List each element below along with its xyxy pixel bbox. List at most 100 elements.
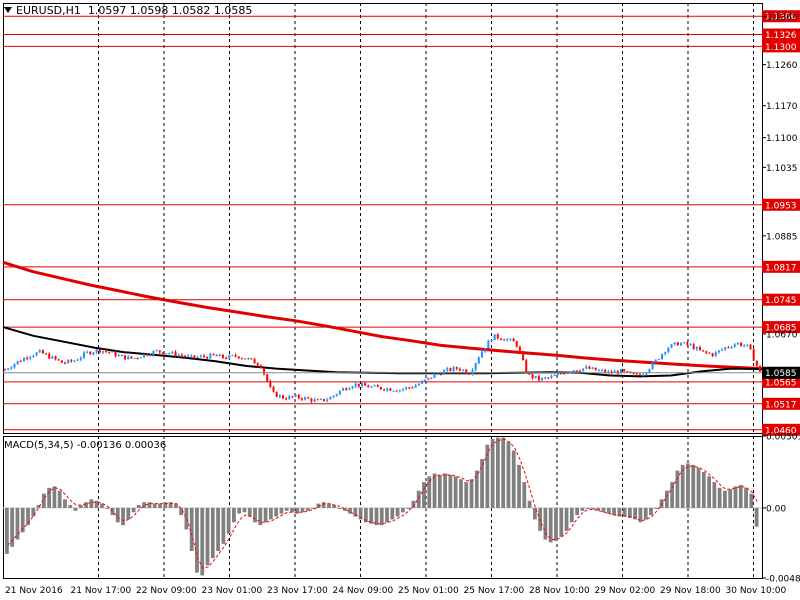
macd-histogram-bar (411, 500, 416, 508)
x-tick-label: 25 Nov 01:00 (398, 586, 459, 596)
candle-bull (199, 355, 202, 357)
macd-histogram-bar (311, 507, 316, 509)
macd-histogram-bar (78, 505, 83, 508)
candle-bull (10, 367, 13, 369)
macd-histogram-bar (664, 490, 669, 508)
candle-bear (212, 353, 215, 356)
chart-header: EURUSD,H1 1.0597 1.0598 1.0582 1.0585 (4, 4, 252, 17)
candle-bull (420, 381, 423, 384)
candle-bull (689, 344, 692, 346)
candle-bear (389, 388, 392, 391)
candle-bull (582, 368, 585, 371)
macd-histogram-bar (559, 507, 564, 537)
macd-histogram-bar (728, 489, 733, 508)
candle-bear (588, 366, 591, 369)
price-level-tag (762, 10, 800, 23)
macd-histogram-bar (569, 507, 574, 523)
candle-bear (383, 389, 386, 391)
candle-bull (585, 366, 588, 369)
candle-bull (446, 368, 449, 371)
candle-bear (635, 373, 638, 375)
macd-histogram-bar (295, 507, 300, 514)
macd-histogram-bar (628, 507, 632, 518)
candle-bear (114, 351, 117, 357)
macd-histogram-bar (701, 472, 706, 508)
candle-bull (76, 359, 79, 361)
candle-bear (57, 359, 60, 361)
candle-bear (604, 370, 607, 373)
macd-histogram-bar (221, 507, 226, 544)
macd-histogram-bar (659, 499, 664, 508)
macd-histogram-bar (649, 507, 653, 516)
candle-bear (158, 350, 161, 353)
candle-bear (439, 373, 442, 375)
candle-bull (133, 358, 136, 360)
candle-bull (149, 355, 152, 357)
candle-bull (477, 357, 480, 364)
chevron-down-icon[interactable] (4, 7, 12, 13)
candle-bull (335, 394, 338, 396)
candle-bear (702, 350, 705, 352)
macd-histogram-bar (437, 474, 442, 508)
candle-bear (146, 354, 149, 356)
candle-bull (155, 350, 158, 352)
candle-bull (38, 350, 41, 353)
macd-histogram-bar (400, 507, 405, 513)
candle-bull (661, 354, 664, 359)
candle-bear (749, 344, 752, 350)
candle-bear (206, 356, 209, 359)
macd-histogram-bar (316, 503, 321, 508)
candle-bear (547, 377, 550, 379)
candle-bull (177, 354, 180, 356)
candle-bull (654, 359, 657, 363)
candle-bull (332, 395, 335, 398)
macd-histogram-bar (158, 503, 162, 508)
candle-bull (392, 390, 395, 392)
candle-bear (411, 387, 414, 389)
macd-histogram-bar (448, 474, 453, 508)
candle-bull (667, 347, 670, 353)
candle-bear (244, 358, 247, 360)
macd-histogram-bar (358, 507, 363, 520)
candle-bull (95, 349, 98, 353)
candle-bear (263, 367, 266, 375)
macd-histogram-bar (379, 507, 384, 526)
candle-bear (281, 395, 284, 399)
candle-bull (101, 351, 104, 353)
macd-histogram-bar (432, 473, 437, 508)
macd-signal-line (7, 438, 758, 569)
current-price-tag (762, 366, 800, 379)
macd-histogram-bar (274, 507, 279, 517)
candle-bull (231, 355, 234, 357)
macd-histogram-bar (89, 499, 94, 508)
x-tick-label: 24 Nov 09:00 (333, 586, 394, 596)
candle-bull (165, 353, 168, 355)
macd-histogram-bar (564, 507, 569, 531)
x-tick-label: 21 Nov 17:00 (71, 586, 132, 596)
candle-bear (60, 360, 63, 363)
candle-bear (559, 373, 562, 375)
price-level-tag (762, 260, 800, 273)
candle-bear (708, 352, 711, 354)
candle-bear (376, 385, 379, 388)
candle-bull (657, 358, 660, 360)
candle-bull (730, 346, 733, 348)
macd-histogram-bar (416, 490, 421, 508)
candle-bull (209, 353, 212, 359)
macd-histogram-bar (195, 507, 199, 573)
y-tick-label: 1.0885 (766, 232, 798, 242)
macd-histogram-bar (723, 490, 727, 508)
candle-bull (142, 354, 145, 358)
macd-histogram-bar (754, 507, 759, 527)
x-tick-label: 25 Nov 17:00 (464, 586, 525, 596)
candle-bear (41, 350, 44, 354)
candle-bull (553, 374, 556, 376)
price-level-label: 1.0565 (765, 378, 797, 388)
macd-histogram-bar (643, 507, 648, 520)
candle-bull (117, 355, 120, 357)
macd-histogram-bar (68, 505, 73, 508)
candle-bear (522, 352, 525, 361)
candle-bear (515, 341, 518, 347)
